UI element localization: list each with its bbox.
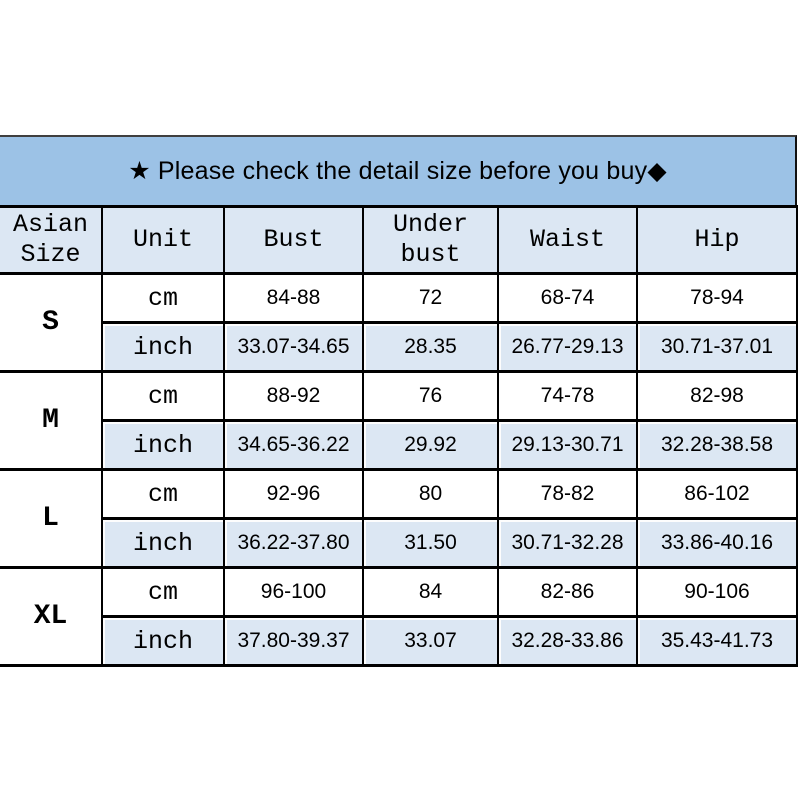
bust-value: 36.22-37.80 bbox=[223, 517, 364, 569]
size-row-cm: M cm 88-92 76 74-78 82-98 bbox=[0, 370, 798, 471]
size-row-cm: XL cm 96-100 84 82-86 90-106 bbox=[0, 566, 798, 667]
waist-value: 29.13-30.71 bbox=[497, 419, 638, 471]
hip-value: 33.86-40.16 bbox=[636, 517, 798, 569]
column-header-asian-size: Asian Size bbox=[0, 205, 103, 275]
under-bust-value: 72 bbox=[362, 272, 499, 324]
waist-value: 78-82 bbox=[497, 468, 638, 520]
unit-label: inch bbox=[102, 419, 225, 471]
size-label: M bbox=[0, 370, 103, 471]
under-bust-value: 84 bbox=[362, 566, 499, 618]
star-icon: ★ bbox=[128, 157, 151, 185]
size-row-cm: L cm 92-96 80 78-82 86-102 bbox=[0, 468, 798, 569]
hip-value: 30.71-37.01 bbox=[636, 321, 798, 373]
unit-label: cm bbox=[101, 272, 225, 324]
size-row-inch: inch 36.22-37.80 31.50 30.71-32.28 33.86… bbox=[0, 517, 798, 569]
size-row-cm: S cm 84-88 72 68-74 78-94 bbox=[0, 272, 798, 373]
unit-label: cm bbox=[101, 370, 225, 422]
waist-value: 30.71-32.28 bbox=[497, 517, 638, 569]
banner-text: Please check the detail size before you … bbox=[157, 156, 648, 185]
column-header-unit: Unit bbox=[101, 205, 225, 275]
bust-value: 33.07-34.65 bbox=[223, 321, 364, 373]
bust-value: 88-92 bbox=[223, 370, 364, 422]
column-header-hip: Hip bbox=[636, 205, 798, 275]
size-row-inch: inch 34.65-36.22 29.92 29.13-30.71 32.28… bbox=[0, 419, 798, 471]
unit-label: inch bbox=[102, 321, 225, 373]
waist-value: 74-78 bbox=[497, 370, 638, 422]
under-bust-value: 76 bbox=[362, 370, 499, 422]
under-bust-value: 29.92 bbox=[362, 419, 499, 471]
waist-value: 26.77-29.13 bbox=[497, 321, 638, 373]
waist-value: 68-74 bbox=[497, 272, 638, 324]
hip-value: 32.28-38.58 bbox=[636, 419, 798, 471]
size-chart-sheet: ★ Please check the detail size before you… bbox=[0, 135, 798, 667]
notice-banner: ★ Please check the detail size before you… bbox=[0, 135, 797, 205]
size-label: L bbox=[0, 468, 103, 569]
unit-label: inch bbox=[102, 517, 225, 569]
diamond-icon: ◆ bbox=[647, 157, 667, 185]
size-chart-body: S cm 84-88 72 68-74 78-94 inch 33.07-34.… bbox=[0, 272, 798, 667]
size-label: S bbox=[0, 272, 103, 373]
hip-value: 78-94 bbox=[636, 272, 798, 324]
column-header-waist: Waist bbox=[497, 205, 638, 275]
size-row-inch: inch 33.07-34.65 28.35 26.77-29.13 30.71… bbox=[0, 321, 798, 373]
hip-value: 86-102 bbox=[636, 468, 798, 520]
column-header-bust: Bust bbox=[223, 205, 364, 275]
bust-value: 34.65-36.22 bbox=[223, 419, 364, 471]
hip-value: 82-98 bbox=[636, 370, 798, 422]
bust-value: 84-88 bbox=[223, 272, 364, 324]
size-chart-table: Asian Size Unit Bust Under bust Waist Hi… bbox=[0, 205, 798, 667]
unit-label: cm bbox=[101, 566, 225, 618]
under-bust-value: 33.07 bbox=[362, 615, 499, 667]
hip-value: 90-106 bbox=[636, 566, 798, 618]
size-label: XL bbox=[0, 566, 103, 667]
under-bust-value: 28.35 bbox=[362, 321, 499, 373]
unit-label: cm bbox=[101, 468, 225, 520]
header-row: Asian Size Unit Bust Under bust Waist Hi… bbox=[0, 205, 798, 275]
bust-value: 92-96 bbox=[223, 468, 364, 520]
column-header-under-bust: Under bust bbox=[362, 205, 499, 275]
bust-value: 96-100 bbox=[223, 566, 364, 618]
size-row-inch: inch 37.80-39.37 33.07 32.28-33.86 35.43… bbox=[0, 615, 798, 667]
waist-value: 82-86 bbox=[497, 566, 638, 618]
under-bust-value: 80 bbox=[362, 468, 499, 520]
bust-value: 37.80-39.37 bbox=[223, 615, 364, 667]
under-bust-value: 31.50 bbox=[362, 517, 499, 569]
waist-value: 32.28-33.86 bbox=[497, 615, 638, 667]
hip-value: 35.43-41.73 bbox=[636, 615, 798, 667]
unit-label: inch bbox=[102, 615, 225, 667]
